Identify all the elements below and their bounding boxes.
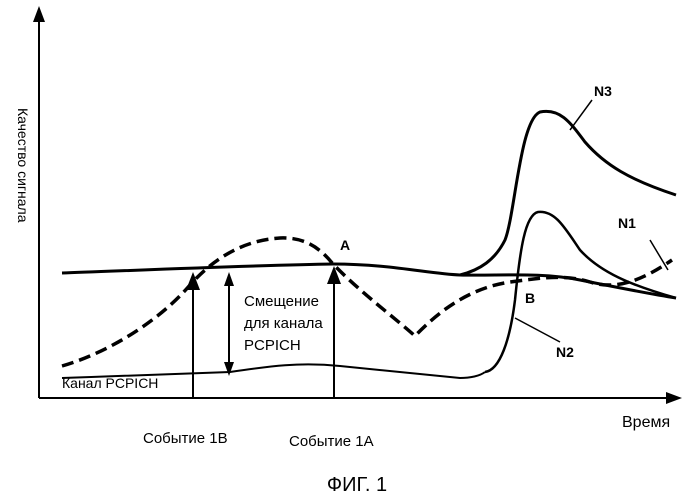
- offset-arrow-top: [224, 272, 234, 286]
- offset-arrow-bottom: [224, 362, 234, 376]
- label-n1: N1: [618, 215, 636, 231]
- label-point-a: A: [340, 237, 350, 253]
- n2-leader: [515, 318, 560, 342]
- curve-n2: [62, 238, 672, 366]
- figure-caption: ФИГ. 1: [327, 474, 387, 496]
- n1-leader: [650, 240, 668, 270]
- y-axis-label: Качество сигнала: [15, 108, 31, 223]
- offset-label-line1: Смещение: [244, 293, 319, 310]
- event-1b-label: Событие 1B: [143, 430, 228, 447]
- n3-leader: [570, 100, 592, 130]
- y-axis-arrow: [33, 6, 45, 22]
- label-n3: N3: [594, 83, 612, 99]
- curve-n3: [460, 111, 676, 275]
- label-point-b: B: [525, 290, 535, 306]
- label-n2: N2: [556, 344, 574, 360]
- x-axis-label: Время: [622, 414, 670, 431]
- x-axis-arrow: [666, 392, 682, 404]
- offset-label-line2: для канала: [244, 315, 323, 332]
- channel-label: Канал PCPICH: [62, 375, 158, 391]
- offset-label-line3: PCPICH: [244, 337, 301, 354]
- event-1a-label: Событие 1A: [289, 433, 374, 450]
